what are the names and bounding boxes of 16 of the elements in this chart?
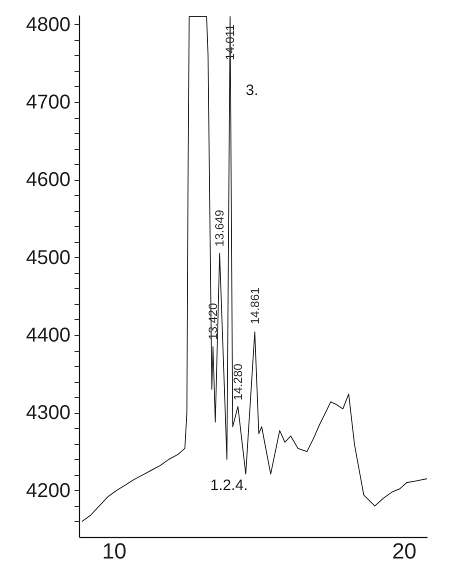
annotation: 14.280 bbox=[230, 363, 245, 400]
y-tick-label: 4800 bbox=[26, 14, 70, 36]
annotation: 13.420 bbox=[206, 302, 220, 340]
y-tick-label: 4300 bbox=[26, 402, 70, 424]
y-tick-label: 4400 bbox=[26, 324, 70, 347]
y-tick-label: 4500 bbox=[26, 246, 70, 269]
annotation: 3. bbox=[246, 82, 258, 99]
x-tick-label: 20 bbox=[392, 538, 417, 564]
x-tick-label: 10 bbox=[102, 538, 127, 564]
annotation: 14.861 bbox=[248, 287, 262, 324]
annotation: 1.2.4. bbox=[210, 477, 248, 494]
annotation: 13.649 bbox=[212, 210, 227, 247]
annotation: 14.011 bbox=[223, 24, 238, 60]
y-tick-label: 4200 bbox=[26, 480, 70, 502]
y-tick-label: 4700 bbox=[26, 92, 70, 114]
y-tick-label: 4600 bbox=[26, 169, 70, 192]
